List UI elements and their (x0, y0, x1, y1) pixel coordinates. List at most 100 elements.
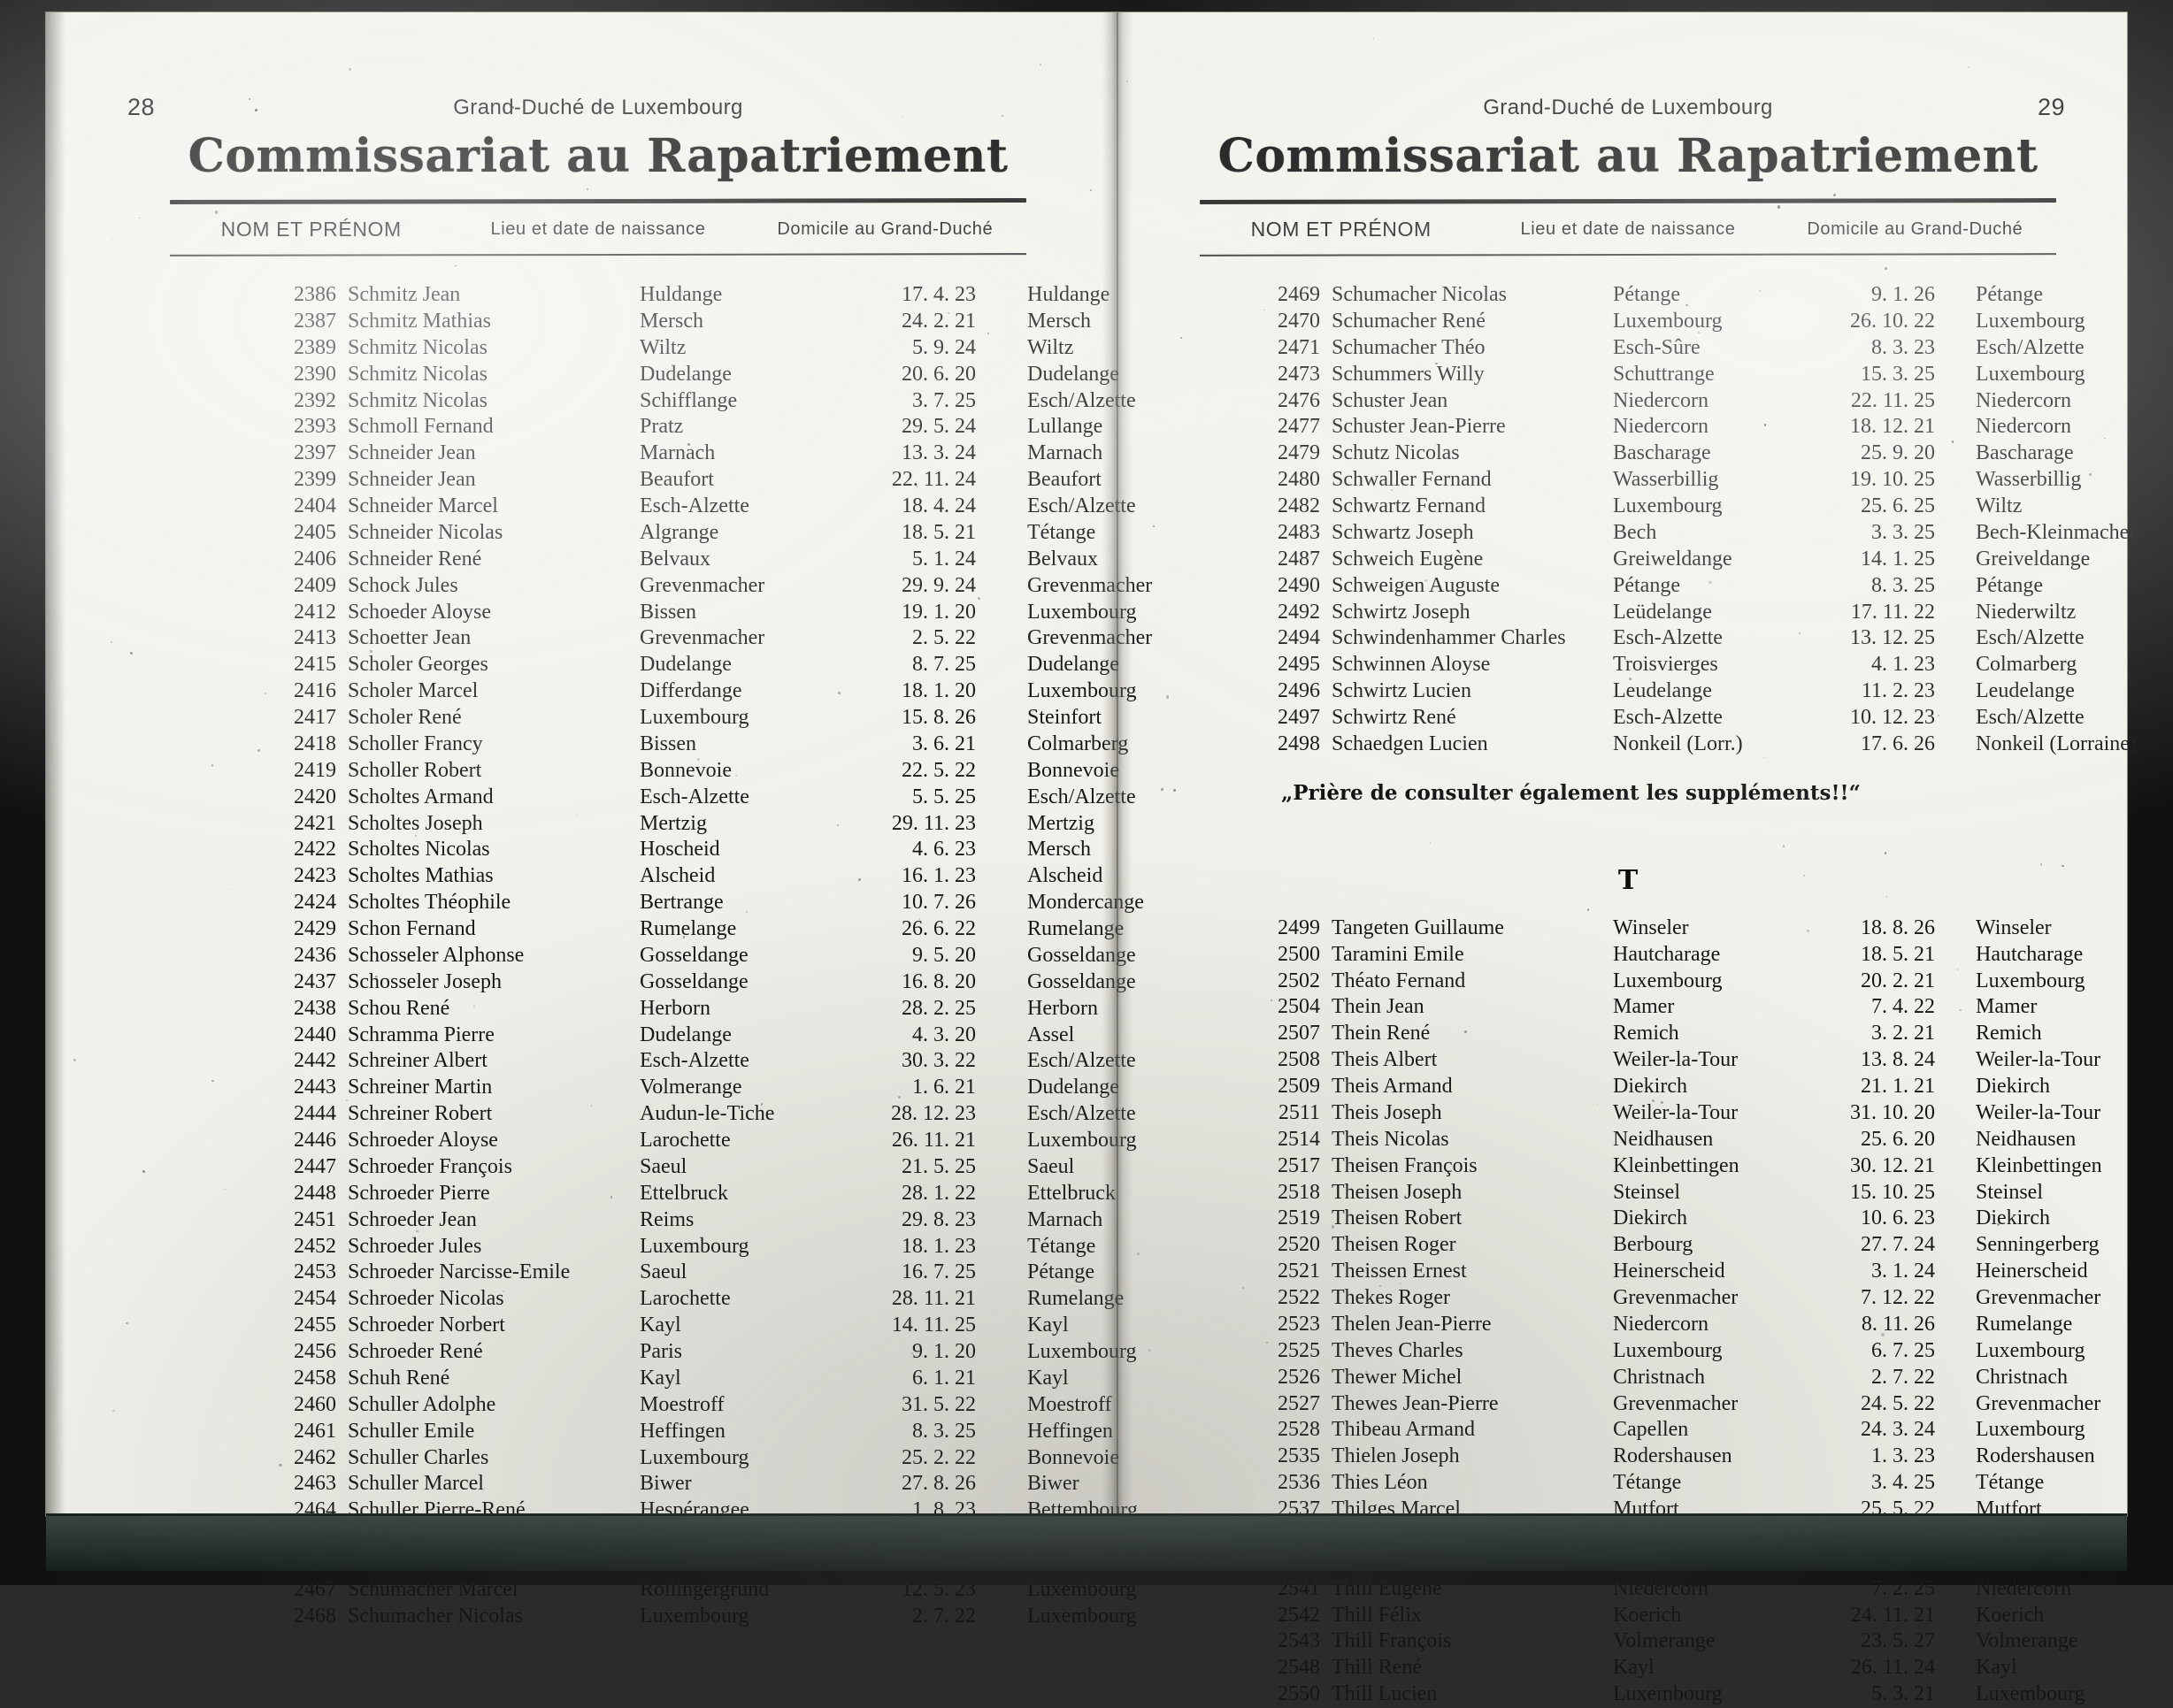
registry-birthdate: 4. 3. 20 (912, 1023, 976, 1046)
table-row: 2502 Théato Fernand Luxembourg 20. 2. 21 Lux… (1253, 969, 2085, 995)
registry-name: Schroeder Jules (348, 1234, 482, 1258)
registry-number: 2455 (294, 1314, 336, 1337)
registry-name: Schwartz Fernand (1332, 494, 1486, 517)
registry-birthplace: Wiltz (640, 335, 687, 359)
registry-number: 2527 (1278, 1391, 1320, 1415)
registry-domicile: Mersch (1027, 309, 1091, 333)
table-row: 2463 Schuller Marcel Biwer 27. 8. 26 Biwer (269, 1471, 1079, 1497)
registry-number: 2451 (294, 1207, 336, 1231)
registry-domicile: Pétange (1976, 283, 2043, 306)
registry-number: 2471 (1278, 335, 1320, 359)
registry-birthdate: 11. 2. 23 (1861, 679, 1935, 703)
registry-birthdate: 26. 6. 22 (902, 917, 976, 940)
registry-name: Schneider Nicolas (348, 520, 503, 544)
registry-birthdate: 20. 2. 21 (1861, 969, 1935, 992)
registry-name: Schmitz Mathias (348, 309, 491, 333)
registry-birthplace: Pétange (1613, 283, 1680, 306)
registry-birthplace: Diekirch (1613, 1206, 1687, 1230)
table-row: 2413 Schoetter Jean Grevenmacher 2. 5. 22 Gr… (269, 625, 1152, 652)
registry-domicile: Leudelange (1976, 679, 2075, 703)
registry-table-right-t: 2499 Tangeten Guillaume Winseler 18. 8. 26 W… (1200, 915, 2102, 1708)
table-row: 2438 Schou René Herborn 28. 2. 25 Herborn (269, 996, 1098, 1023)
registry-name: Schroeder Jean (348, 1207, 477, 1231)
registry-number: 2483 (1278, 520, 1320, 544)
registry-birthplace: Dudelange (640, 653, 732, 677)
registry-name: Schreiner Martin (348, 1076, 493, 1099)
registry-birthplace: Pétange (1613, 573, 1680, 597)
registry-birthdate: 25. 6. 20 (1861, 1127, 1935, 1151)
registry-birthplace: Winseler (1613, 915, 1689, 939)
registry-birthdate: 9. 1. 20 (912, 1340, 976, 1363)
registry-name: Schwartz Joseph (1332, 520, 1474, 544)
registry-birthdate: 1. 6. 21 (912, 1076, 976, 1099)
registry-number: 2476 (1278, 388, 1320, 412)
registry-birthplace: Luxembourg (1613, 969, 1723, 992)
registry-birthdate: 22. 5. 22 (902, 758, 976, 782)
registry-name: Schon Fernand (348, 917, 476, 940)
table-row: 2522 Thekes Roger Grevenmacher 7. 12. 22 Gre… (1253, 1285, 2100, 1312)
table-row: 2499 Tangeten Guillaume Winseler 18. 8. 26 W… (1253, 915, 2056, 942)
registry-number: 2502 (1278, 969, 1320, 992)
registry-birthplace: Grevenmacher (640, 573, 765, 597)
registry-birthdate: 17. 11. 22 (1850, 600, 1935, 624)
registry-birthplace: Grevenmacher (1613, 1286, 1739, 1309)
registry-domicile: Luxembourg (1976, 969, 2085, 992)
registry-name: Scholler Francy (348, 731, 483, 755)
table-row: 2543 Thill François Volmerange 23. 5. 27 Vol… (1253, 1628, 2078, 1655)
registry-name: Schwirtz Lucien (1332, 679, 1471, 703)
registry-name: Taramini Emile (1332, 942, 1464, 966)
registry-birthdate: 8. 7. 25 (912, 653, 976, 677)
registry-birthdate: 26. 10. 22 (1850, 309, 1935, 333)
registry-number: 2393 (294, 415, 336, 439)
registry-birthplace: Gosseldange (640, 969, 749, 993)
registry-birthplace: Dudelange (640, 362, 732, 386)
registry-number: 2496 (1278, 679, 1320, 703)
registry-domicile: Esch/Alzette (1976, 626, 2085, 650)
paper-sheet (46, 12, 2127, 1516)
table-row: 2458 Schuh René Kayl 6. 1. 21 Kayl (269, 1366, 1069, 1392)
registry-number: 2454 (294, 1287, 336, 1311)
table-row: 2497 Schwirtz René Esch-Alzette 10. 12. 23 E… (1253, 705, 2085, 731)
registry-birthdate: 18. 8. 26 (1861, 915, 1935, 939)
registry-number: 2390 (294, 362, 336, 386)
registry-domicile: Niederwiltz (1976, 600, 2077, 624)
registry-birthplace: Esch-Alzette (640, 494, 749, 517)
registry-birthdate: 16. 8. 20 (902, 969, 976, 993)
registry-birthplace: Neidhausen (1613, 1127, 1714, 1151)
registry-number: 2469 (1278, 283, 1320, 306)
table-row: 2412 Schoeder Aloyse Bissen 19. 1. 20 Luxemb… (269, 600, 1137, 626)
table-row: 2456 Schroeder René Paris 9. 1. 20 Luxembour… (269, 1339, 1137, 1366)
registry-number: 2543 (1278, 1629, 1320, 1653)
registry-name: Scholer Georges (348, 653, 488, 677)
registry-number: 2499 (1278, 915, 1320, 939)
table-row: 2440 Schramma Pierre Dudelange 4. 3. 20 Asse… (269, 1023, 1074, 1049)
registry-number: 2498 (1278, 731, 1320, 755)
registry-name: Schwaller Fernand (1332, 468, 1492, 492)
registry-number: 2387 (294, 309, 336, 333)
registry-name: Thill François (1332, 1629, 1452, 1653)
table-row: 2387 Schmitz Mathias Mersch 24. 2. 21 Mersch (269, 309, 1091, 335)
registry-domicile: Saeul (1027, 1154, 1075, 1178)
registry-name: Schroeder Pierre (348, 1181, 490, 1205)
registry-domicile: Kleinbettingen (1976, 1153, 2102, 1177)
table-row: 2462 Schuller Charles Luxembourg 25. 2. 22 B… (269, 1445, 1119, 1472)
registry-birthdate: 4. 6. 23 (912, 838, 976, 862)
registry-domicile: Huldange (1027, 283, 1110, 306)
registry-number: 2440 (294, 1023, 336, 1046)
table-row: 2542 Thill Félix Koerich 24. 11. 21 Koerich (1253, 1603, 2056, 1629)
registry-number: 2548 (1278, 1656, 1320, 1680)
registry-domicile: Wiltz (1027, 335, 1074, 359)
registry-number: 2495 (1278, 653, 1320, 677)
registry-birthdate: 15. 8. 26 (902, 706, 976, 729)
table-row: 2436 Schosseler Alphonse Gosseldange 9. 5. … (269, 943, 1136, 969)
table-row: 2460 Schuller Adolphe Moestroff 31. 5. 22 Mo… (269, 1392, 1112, 1419)
registry-birthdate: 10. 6. 23 (1861, 1206, 1935, 1230)
registry-birthplace: Audun-le-Tiche (640, 1102, 775, 1126)
registry-number: 2437 (294, 969, 336, 993)
registry-domicile: Bascharage (1976, 441, 2074, 465)
registry-birthdate: 6. 1. 21 (912, 1366, 976, 1390)
registry-birthplace: Belvaux (640, 547, 710, 571)
registry-name: Schreiner Robert (348, 1102, 493, 1126)
registry-domicile: Remich (1976, 1022, 2042, 1045)
registry-birthplace: Luxembourg (1613, 1682, 1723, 1706)
